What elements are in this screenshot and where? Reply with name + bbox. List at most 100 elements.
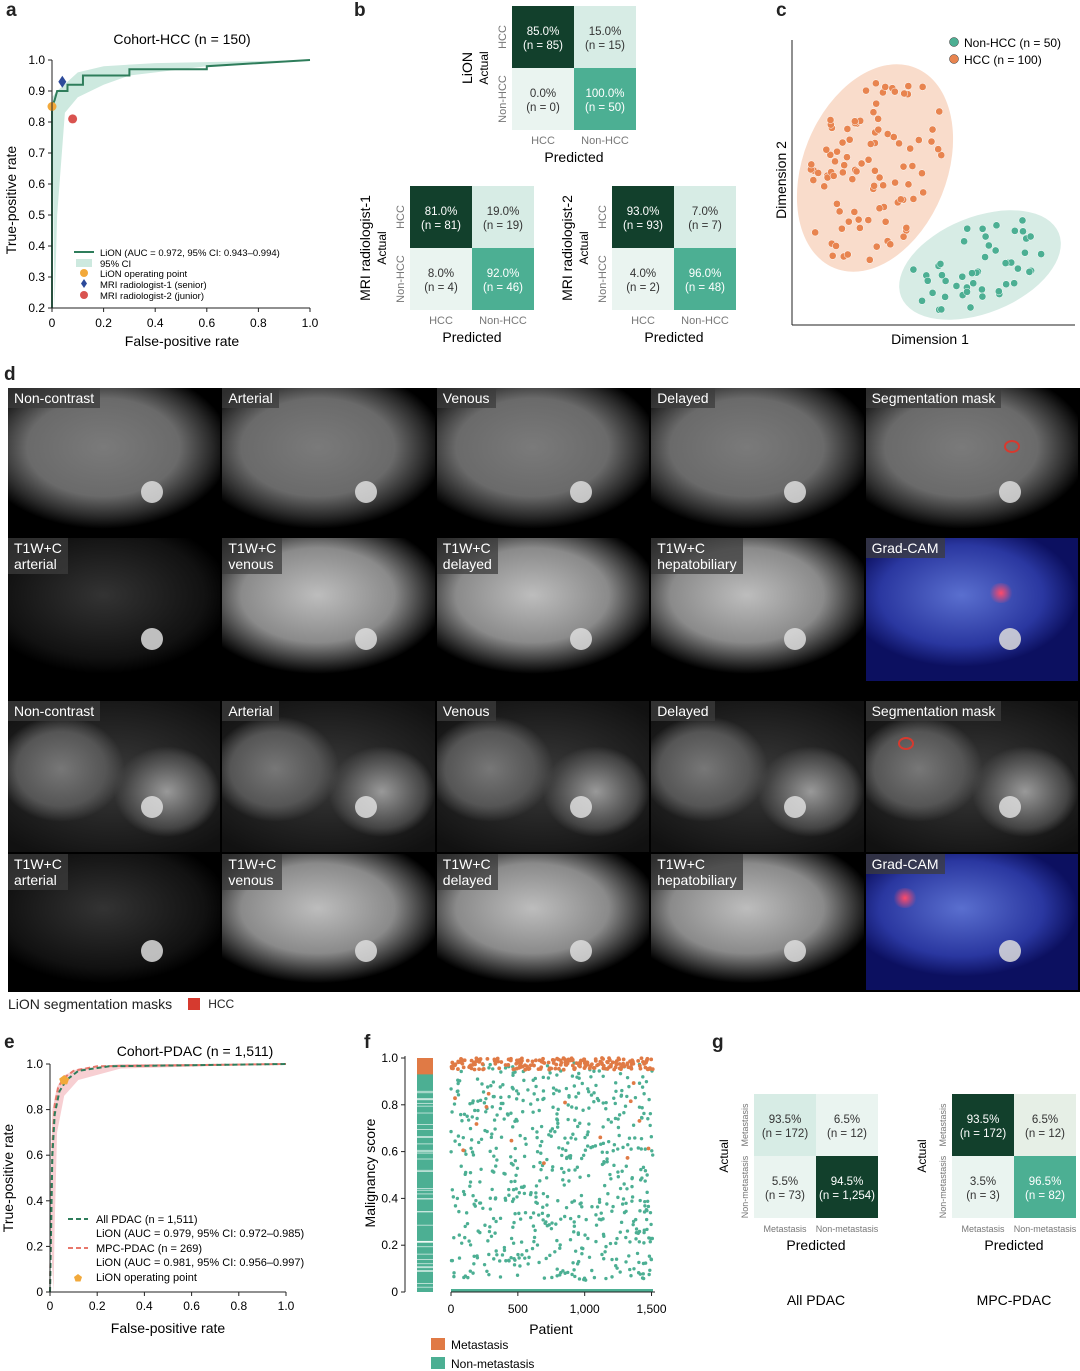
roc-pdac-legend-mpc-auc: LiON (AUC = 0.981, 95% CI: 0.956–0.997) xyxy=(96,1257,304,1269)
score-point-nonmet xyxy=(642,1241,645,1244)
score-point-nonmet xyxy=(454,1204,457,1207)
score-point-nonmet xyxy=(569,1136,572,1139)
score-point-met xyxy=(641,1060,645,1064)
gradcam-hotspot xyxy=(988,583,1014,603)
score-point-nonmet xyxy=(643,1204,646,1207)
score-point-nonmet xyxy=(640,1116,643,1119)
score-point-nonmet xyxy=(621,1146,624,1149)
scan-tile-label: T1W+C arterial xyxy=(8,538,68,574)
cm-cell-pct: 8.0% xyxy=(428,268,454,280)
score-point-nonmet xyxy=(633,1136,636,1139)
score-point-nonmet xyxy=(607,1140,610,1143)
tsne-point-hcc xyxy=(929,126,936,133)
roc-hcc-ytick: 0.3 xyxy=(28,270,45,284)
score-point-nonmet xyxy=(532,1165,535,1168)
score-point-nonmet xyxy=(513,1212,516,1215)
score-point-nonmet xyxy=(507,1259,510,1262)
score-point-nonmet xyxy=(582,1154,585,1157)
cm-cell-pct: 96.0% xyxy=(689,268,722,280)
score-point-nonmet xyxy=(483,1224,486,1227)
score-point-nonmet xyxy=(547,1076,550,1079)
malignancy-ytick: 0 xyxy=(391,1285,398,1299)
tsne-point-nonhcc xyxy=(970,280,977,287)
score-point-nonmet xyxy=(464,1152,467,1155)
score-point-met xyxy=(451,1063,455,1067)
score-point-nonmet xyxy=(565,1087,568,1090)
score-point-met xyxy=(549,1067,553,1071)
score-point-nonmet xyxy=(534,1085,537,1088)
scan-tile: Segmentation mask xyxy=(866,388,1078,536)
score-point-nonmet xyxy=(629,1274,632,1277)
score-point-nonmet xyxy=(458,1233,461,1236)
tsne-point-nonhcc xyxy=(979,293,986,300)
cm-actual-label: Actual xyxy=(577,231,591,264)
tsne-point-nonhcc xyxy=(910,266,917,273)
tsne-point-hcc xyxy=(846,136,853,143)
score-point-met xyxy=(462,1065,466,1069)
roc-hcc-xtick: 0 xyxy=(49,316,56,330)
panel-label-c: c xyxy=(776,0,787,22)
score-point-nonmet xyxy=(537,1261,540,1264)
score-point-nonmet xyxy=(475,1117,478,1120)
scan-tile-label: Delayed xyxy=(651,388,714,408)
score-point-met xyxy=(504,1063,508,1067)
score-point-nonmet xyxy=(605,1157,608,1160)
cm-yclass: Non-HCC xyxy=(597,255,609,303)
score-point-nonmet xyxy=(519,1217,522,1220)
cm-yclass: Metastasis xyxy=(938,1103,948,1147)
score-point-nonmet xyxy=(645,1218,648,1221)
tsne-point-nonhcc xyxy=(941,293,948,300)
score-point-nonmet xyxy=(489,1197,492,1200)
score-point-nonmet xyxy=(616,1147,619,1150)
score-point-nonmet xyxy=(493,1127,496,1130)
cm-actual-label: Actual xyxy=(375,231,389,264)
score-point-nonmet xyxy=(449,1150,452,1153)
roc-hcc-ytick: 1.0 xyxy=(28,53,45,67)
score-point-met xyxy=(461,1148,465,1152)
malignancy-ytick: 0.4 xyxy=(381,1191,398,1205)
score-point-met xyxy=(515,1067,519,1071)
score-point-nonmet xyxy=(555,1274,558,1277)
malignancy-xlabel: Patient xyxy=(529,1321,573,1337)
tsne-scatter: Dimension 1 Dimension 2 Non-HCC (n = 50)… xyxy=(770,20,1080,360)
cm-model-name: MRI radiologist-1 xyxy=(357,195,373,301)
score-point-nonmet xyxy=(457,1134,460,1137)
scan-anatomy xyxy=(141,628,163,650)
cm-actual-label: Actual xyxy=(915,1139,929,1172)
tsne-point-hcc xyxy=(900,163,907,170)
score-point-nonmet xyxy=(640,1147,643,1150)
score-point-nonmet xyxy=(493,1231,496,1234)
scan-tile: Delayed xyxy=(651,388,863,536)
scan-tile: Non-contrast xyxy=(8,701,220,852)
cm-cell-n: (n = 12) xyxy=(1025,1128,1065,1140)
score-point-met xyxy=(636,1059,640,1063)
cm-actual-label: Actual xyxy=(477,51,491,84)
score-point-nonmet xyxy=(620,1170,623,1173)
tsne-point-nonhcc xyxy=(937,260,944,267)
tsne-point-hcc xyxy=(867,140,874,147)
score-point-nonmet xyxy=(526,1262,529,1265)
score-point-nonmet xyxy=(646,1117,649,1120)
score-point-nonmet xyxy=(605,1151,608,1154)
score-point-nonmet xyxy=(628,1268,631,1271)
score-point-nonmet xyxy=(635,1231,638,1234)
score-point-met xyxy=(648,1066,652,1070)
score-point-met xyxy=(573,1067,577,1071)
score-point-nonmet xyxy=(642,1166,645,1169)
score-point-met xyxy=(481,1062,485,1066)
score-point-nonmet xyxy=(529,1216,532,1219)
score-point-met xyxy=(519,1065,523,1069)
score-point-nonmet xyxy=(471,1115,474,1118)
tsne-point-hcc xyxy=(830,172,837,179)
score-point-nonmet xyxy=(486,1239,489,1242)
cm-xclass: Metastasis xyxy=(961,1224,1005,1234)
score-point-nonmet xyxy=(616,1117,619,1120)
cm-xclass: Non-HCC xyxy=(681,315,729,327)
score-point-nonmet xyxy=(649,1223,652,1226)
roc-hcc-ylabel: True-positive rate xyxy=(3,146,19,255)
cm-cell-n: (n = 4) xyxy=(424,282,458,294)
score-point-nonmet xyxy=(634,1096,637,1099)
tsne-point-hcc xyxy=(915,136,922,143)
score-point-nonmet xyxy=(481,1207,484,1210)
tsne-point-nonhcc xyxy=(968,270,975,277)
